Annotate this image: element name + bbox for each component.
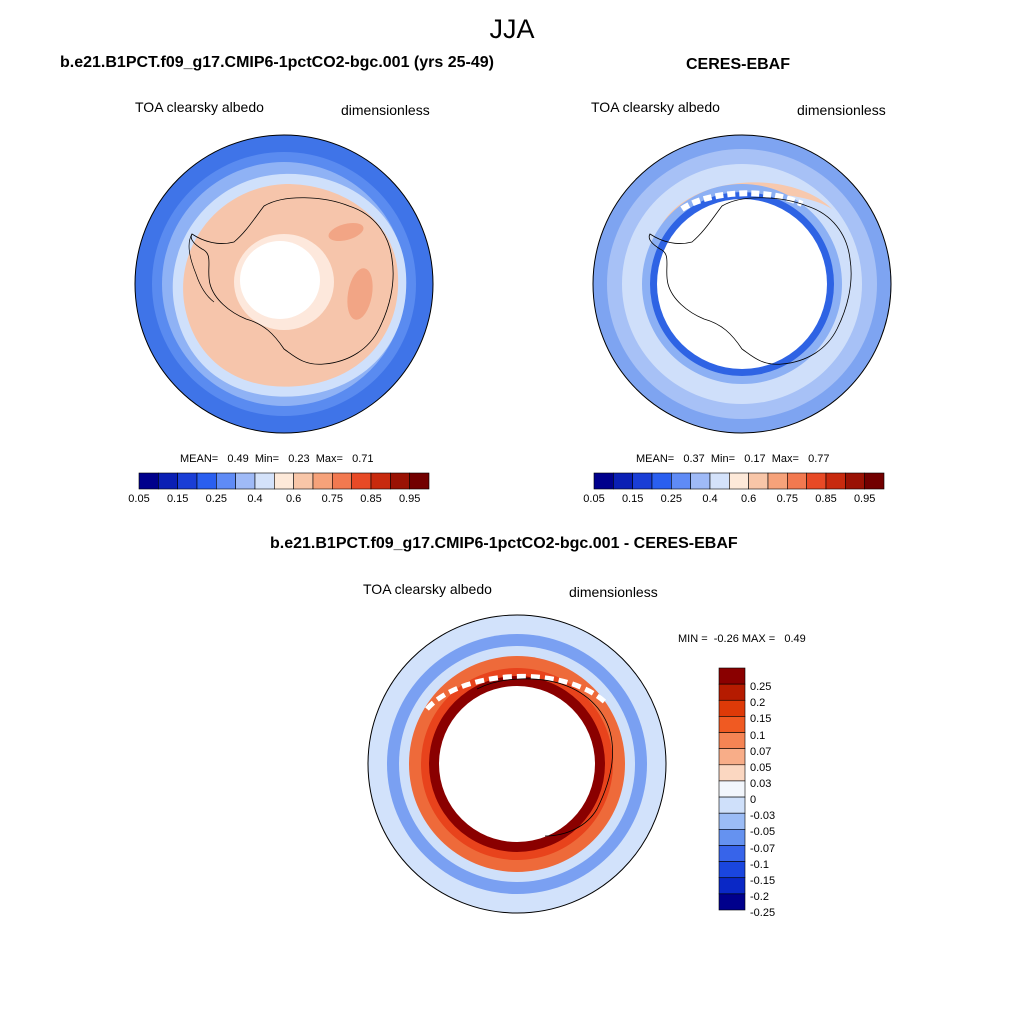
left-colorbar-swatch	[312, 472, 333, 490]
right-stats: MEAN= 0.37 Min= 0.17 Max= 0.77	[636, 453, 830, 465]
left-colorbar-tick-label: 0.05	[128, 493, 150, 505]
diff-variable-label: TOA clearsky albedo	[363, 581, 492, 597]
diff-colorbar-tick-label: 0.15	[750, 713, 772, 726]
diff-colorbar-tick-label: -0.07	[750, 842, 776, 855]
right-colorbar-swatch	[806, 472, 827, 490]
right-colorbar-swatch	[845, 472, 865, 490]
left-colorbar-swatch	[138, 472, 159, 490]
left-colorbar-swatch	[370, 472, 391, 490]
right-panel-title: CERES-EBAF	[686, 56, 791, 73]
right-colorbar-tick-label: 0.05	[583, 493, 605, 505]
left-colorbar-tick-label: 0.95	[398, 493, 421, 505]
right-colorbar-tick-label: 0.95	[853, 493, 876, 505]
diff-colorbar-swatch	[718, 699, 746, 717]
right-colorbar-swatch	[613, 472, 633, 490]
diff-colorbar-swatch	[718, 845, 746, 862]
diff-colorbar-swatch	[718, 877, 746, 895]
left-colorbar-swatch	[216, 472, 236, 490]
right-colorbar-swatch	[787, 472, 807, 490]
diff-colorbar-swatch	[718, 716, 746, 733]
right-colorbar-swatch	[651, 472, 672, 490]
left-stats: MEAN= 0.49 Min= 0.23 Max= 0.71	[180, 453, 374, 465]
right-colorbar-swatch	[825, 472, 846, 490]
left-units-label: dimensionless	[341, 102, 430, 118]
right-colorbar	[593, 472, 885, 490]
left-colorbar-tick-label: 0.75	[321, 493, 344, 505]
left-colorbar-swatch	[351, 472, 372, 490]
diff-colorbar-swatch	[718, 732, 746, 749]
left-colorbar-swatch	[390, 472, 410, 490]
diff-colorbar-tick-label: -0.05	[750, 826, 776, 839]
right-colorbar-tick-label: 0.85	[815, 493, 837, 505]
diff-colorbar-swatch	[718, 796, 746, 814]
diff-colorbar-tick-label: 0.03	[750, 778, 772, 790]
main-title: JJA	[489, 14, 535, 44]
diff-colorbar-swatch	[718, 829, 746, 846]
right-colorbar-swatch	[864, 472, 885, 490]
diff-colorbar-swatch	[718, 893, 746, 911]
diff-colorbar-tick-label: 0.2	[750, 697, 766, 710]
left-colorbar-tick-label: 0.15	[166, 493, 189, 505]
right-variable-label: TOA clearsky albedo	[591, 99, 720, 115]
diff-colorbar-tick-label: 0.07	[750, 745, 772, 758]
diff-colorbar-swatch	[718, 667, 746, 685]
right-colorbar-tick-label: 0.75	[776, 493, 799, 505]
diff-colorbar-swatch	[718, 748, 746, 766]
right-colorbar-swatch	[671, 472, 691, 490]
right-colorbar-swatch	[709, 472, 730, 490]
diff-colorbar-swatch	[718, 764, 746, 782]
left-colorbar-swatch	[177, 472, 198, 490]
diff-colorbar-tick-label: -0.15	[750, 874, 776, 887]
right-polar-map	[592, 134, 892, 434]
diff-colorbar-swatch	[718, 861, 746, 879]
diff-colorbar-tick-label: 0.05	[750, 761, 772, 774]
right-colorbar-swatch	[748, 472, 769, 490]
right-colorbar-swatch	[632, 472, 653, 490]
left-colorbar-tick-label: 0.4	[247, 493, 263, 505]
right-colorbar-tick-label: 0.25	[660, 493, 683, 505]
diff-panel-title: b.e21.B1PCT.f09_g17.CMIP6-1pctCO2-bgc.00…	[270, 535, 738, 552]
diff-polar-map	[367, 614, 667, 914]
left-colorbar-tick-label: 0.6	[286, 493, 302, 505]
right-colorbar-tick-label: 0.15	[621, 493, 644, 505]
left-colorbar-swatch	[332, 472, 352, 490]
left-panel-title: b.e21.B1PCT.f09_g17.CMIP6-1pctCO2-bgc.00…	[60, 54, 494, 71]
diff-colorbar-tick-label: -0.25	[750, 907, 776, 920]
left-colorbar-swatch	[158, 472, 178, 490]
left-colorbar-tick-label: 0.85	[360, 493, 382, 505]
left-colorbar-swatch	[235, 472, 256, 490]
right-colorbar-tick-label: 0.6	[741, 493, 757, 505]
diff-colorbar-tick-label: -0.1	[750, 858, 769, 871]
diff-colorbar-swatch	[718, 683, 746, 701]
left-variable-label: TOA clearsky albedo	[135, 99, 264, 115]
diff-colorbar-swatch	[718, 780, 746, 798]
diff-colorbar-tick-label: -0.03	[750, 810, 776, 823]
right-colorbar-tick-label: 0.4	[702, 493, 718, 505]
right-colorbar-swatch	[593, 472, 614, 490]
left-colorbar-swatch	[196, 472, 217, 490]
diff-units-label: dimensionless	[569, 584, 658, 600]
diff-colorbar	[718, 667, 746, 911]
right-colorbar-swatch	[690, 472, 711, 490]
diff-colorbar-tick-label: 0	[750, 794, 757, 807]
left-colorbar-swatch	[274, 472, 294, 490]
right-colorbar-swatch	[767, 472, 788, 490]
right-colorbar-swatch	[729, 472, 749, 490]
left-colorbar-swatch	[293, 472, 314, 490]
left-colorbar-tick-label: 0.25	[205, 493, 228, 505]
diff-colorbar-swatch	[718, 812, 746, 830]
left-polar-map	[134, 134, 434, 434]
left-colorbar-swatch	[409, 472, 430, 490]
diff-colorbar-tick-label: 0.25	[750, 681, 772, 694]
diff-colorbar-tick-label: 0.1	[750, 729, 766, 742]
right-units-label: dimensionless	[797, 102, 886, 118]
left-colorbar	[138, 472, 430, 490]
diff-stats: MIN = -0.26 MAX = 0.49	[678, 633, 806, 645]
left-colorbar-swatch	[254, 472, 275, 490]
diff-colorbar-tick-label: -0.2	[750, 890, 769, 903]
